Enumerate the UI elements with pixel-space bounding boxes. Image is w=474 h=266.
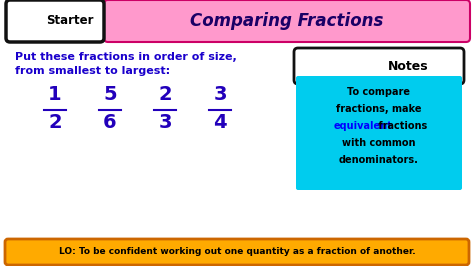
FancyBboxPatch shape [104,0,470,42]
Text: 1: 1 [48,85,62,105]
Text: Notes: Notes [388,60,428,73]
Text: To compare: To compare [347,87,410,97]
Text: fractions: fractions [375,121,427,131]
Text: 2: 2 [48,113,62,131]
FancyBboxPatch shape [6,0,104,42]
Text: 6: 6 [103,113,117,131]
Text: 2: 2 [158,85,172,105]
Text: LO: To be confident working out one quantity as a fraction of another.: LO: To be confident working out one quan… [59,247,415,256]
Text: with common: with common [342,138,416,148]
Text: 4: 4 [213,113,227,131]
FancyBboxPatch shape [294,48,464,84]
Text: denominators.: denominators. [339,155,419,165]
FancyBboxPatch shape [296,76,462,190]
Text: 5: 5 [103,85,117,105]
Text: Comparing Fractions: Comparing Fractions [191,12,383,30]
Text: equivalent: equivalent [334,121,392,131]
FancyBboxPatch shape [5,239,469,265]
Text: 3: 3 [213,85,227,105]
Text: from smallest to largest:: from smallest to largest: [15,66,170,76]
Text: fractions, make: fractions, make [336,104,422,114]
Text: Put these fractions in order of size,: Put these fractions in order of size, [15,52,237,62]
Text: Starter: Starter [46,15,94,27]
Text: 3: 3 [158,113,172,131]
